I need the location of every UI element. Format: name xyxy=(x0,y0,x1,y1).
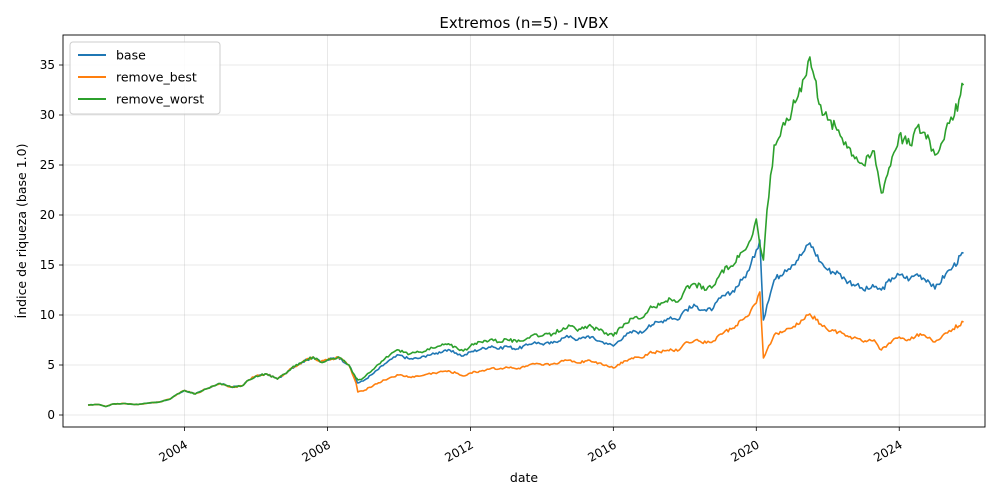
legend-label: base xyxy=(116,48,146,63)
x-axis: 2004 2008 2012 2016 2020 2024 xyxy=(157,427,905,465)
x-tick-label: 2008 xyxy=(299,437,332,464)
legend-label: remove_worst xyxy=(116,92,204,107)
y-tick-label: 10 xyxy=(40,308,55,322)
chart-title: Extremos (n=5) - IVBX xyxy=(439,14,608,32)
series-line-remove-worst xyxy=(88,56,965,408)
x-axis-title: date xyxy=(510,470,538,485)
y-tick-label: 15 xyxy=(40,258,55,272)
y-tick-label: 0 xyxy=(47,408,55,422)
plot-frame xyxy=(62,34,986,428)
x-tick-label: 2012 xyxy=(442,437,475,464)
x-tick-label: 2024 xyxy=(871,437,904,464)
legend: base remove_best remove_worst xyxy=(69,41,221,115)
x-tick-label: 2016 xyxy=(585,437,618,464)
y-axis: 0 5 10 15 20 25 30 35 xyxy=(40,58,63,422)
y-tick-label: 25 xyxy=(40,158,55,172)
y-tick-label: 30 xyxy=(40,108,55,122)
y-tick-label: 5 xyxy=(47,358,55,372)
series-line-remove-best xyxy=(87,291,964,408)
legend-box xyxy=(69,41,221,115)
x-tick-label: 2020 xyxy=(728,437,761,464)
x-tick-label: 2004 xyxy=(157,437,190,464)
y-tick-label: 35 xyxy=(40,58,55,72)
legend-items: base remove_best remove_worst xyxy=(78,48,204,107)
series-layer xyxy=(87,56,965,408)
y-axis-title: Índice de riqueza (base 1.0) xyxy=(14,144,29,319)
y-tick-label: 20 xyxy=(40,208,55,222)
legend-label: remove_best xyxy=(116,70,197,85)
